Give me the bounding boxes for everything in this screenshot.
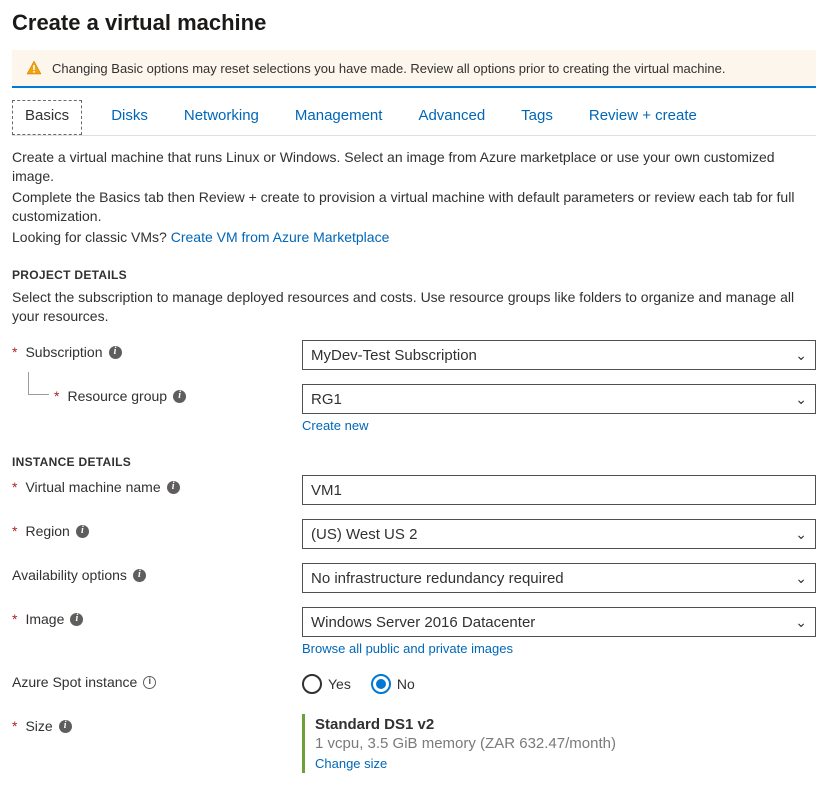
radio-icon [371, 674, 391, 694]
required-star: * [12, 523, 17, 539]
subscription-select[interactable]: MyDev-Test Subscription ⌄ [302, 340, 816, 370]
vm-name-value: VM1 [311, 482, 342, 499]
region-label: * Region i [12, 519, 302, 539]
info-icon[interactable]: i [143, 676, 156, 689]
vm-name-label-text: Virtual machine name [25, 479, 160, 495]
intro-text: Create a virtual machine that runs Linux… [12, 148, 816, 246]
vm-name-input[interactable]: VM1 [302, 475, 816, 505]
availability-select[interactable]: No infrastructure redundancy required ⌄ [302, 563, 816, 593]
create-vm-marketplace-link[interactable]: Create VM from Azure Marketplace [171, 229, 390, 245]
region-select[interactable]: (US) West US 2 ⌄ [302, 519, 816, 549]
info-icon[interactable]: i [173, 390, 186, 403]
info-icon[interactable]: i [109, 346, 122, 359]
warning-text: Changing Basic options may reset selecti… [52, 61, 725, 76]
availability-value: No infrastructure redundancy required [311, 570, 564, 587]
size-label: * Size i [12, 714, 302, 734]
intro-p1: Create a virtual machine that runs Linux… [12, 148, 816, 186]
required-star: * [12, 344, 17, 360]
info-icon[interactable]: i [70, 613, 83, 626]
size-card: Standard DS1 v2 1 vcpu, 3.5 GiB memory (… [302, 714, 816, 773]
intro-classic: Looking for classic VMs? Create VM from … [12, 228, 816, 247]
intro-classic-prefix: Looking for classic VMs? [12, 229, 171, 245]
subscription-label: * Subscription i [12, 340, 302, 360]
chevron-down-icon: ⌄ [795, 570, 807, 587]
tab-management[interactable]: Management [288, 100, 390, 135]
project-details-desc: Select the subscription to manage deploy… [12, 288, 816, 326]
required-star: * [12, 479, 17, 495]
image-value: Windows Server 2016 Datacenter [311, 614, 535, 631]
spot-radio-yes[interactable]: Yes [302, 674, 351, 694]
section-project-details-header: PROJECT DETAILS [12, 268, 816, 282]
tab-disks[interactable]: Disks [104, 100, 155, 135]
page-title: Create a virtual machine [12, 10, 816, 36]
spot-radio-group: Yes No [302, 670, 816, 694]
browse-images-link[interactable]: Browse all public and private images [302, 641, 513, 656]
subscription-label-text: Subscription [25, 344, 102, 360]
spot-radio-no[interactable]: No [371, 674, 415, 694]
required-star: * [12, 611, 17, 627]
warning-icon [26, 60, 42, 76]
subscription-value: MyDev-Test Subscription [311, 347, 477, 364]
resource-group-select[interactable]: RG1 ⌄ [302, 384, 816, 414]
image-label: * Image i [12, 607, 302, 627]
info-icon[interactable]: i [59, 720, 72, 733]
warning-banner: Changing Basic options may reset selecti… [12, 50, 816, 88]
chevron-down-icon: ⌄ [795, 526, 807, 543]
chevron-down-icon: ⌄ [795, 614, 807, 631]
section-instance-details-header: INSTANCE DETAILS [12, 455, 816, 469]
spot-instance-label: Azure Spot instance i [12, 670, 302, 690]
tab-review-create[interactable]: Review + create [582, 100, 704, 135]
radio-icon [302, 674, 322, 694]
size-detail: 1 vcpu, 3.5 GiB memory (ZAR 632.47/month… [315, 735, 816, 752]
tab-tags[interactable]: Tags [514, 100, 560, 135]
info-icon[interactable]: i [167, 481, 180, 494]
vm-name-label: * Virtual machine name i [12, 475, 302, 495]
size-label-text: Size [25, 718, 52, 734]
tab-advanced[interactable]: Advanced [411, 100, 492, 135]
tab-basics[interactable]: Basics [12, 100, 82, 135]
info-icon[interactable]: i [133, 569, 146, 582]
chevron-down-icon: ⌄ [795, 391, 807, 408]
resource-group-label: * Resource group i [12, 384, 302, 404]
resource-group-label-text: Resource group [67, 388, 167, 404]
tab-networking[interactable]: Networking [177, 100, 266, 135]
spot-yes-label: Yes [328, 676, 351, 692]
spot-instance-label-text: Azure Spot instance [12, 674, 137, 690]
change-size-link[interactable]: Change size [315, 756, 387, 771]
create-new-rg-link[interactable]: Create new [302, 418, 368, 433]
spot-no-label: No [397, 676, 415, 692]
required-star: * [54, 388, 59, 404]
required-star: * [12, 718, 17, 734]
size-name: Standard DS1 v2 [315, 716, 816, 733]
image-label-text: Image [25, 611, 64, 627]
image-select[interactable]: Windows Server 2016 Datacenter ⌄ [302, 607, 816, 637]
availability-label-text: Availability options [12, 567, 127, 583]
radio-dot-icon [376, 679, 386, 689]
chevron-down-icon: ⌄ [795, 347, 807, 364]
region-label-text: Region [25, 523, 69, 539]
region-value: (US) West US 2 [311, 526, 417, 543]
resource-group-value: RG1 [311, 391, 342, 408]
availability-label: Availability options i [12, 563, 302, 583]
info-icon[interactable]: i [76, 525, 89, 538]
tab-bar: Basics Disks Networking Management Advan… [12, 92, 816, 136]
intro-p2: Complete the Basics tab then Review + cr… [12, 188, 816, 226]
